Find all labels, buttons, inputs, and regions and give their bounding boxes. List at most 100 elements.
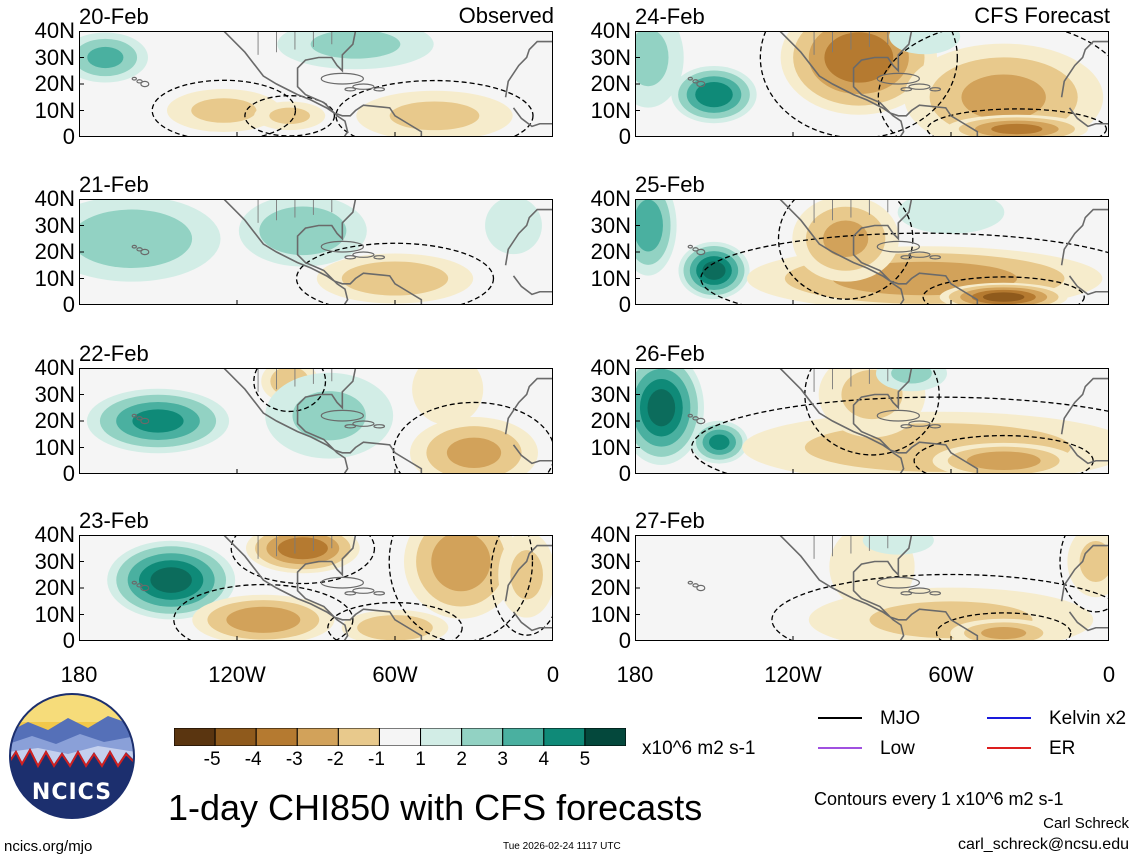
observed-label: Observed: [458, 3, 554, 28]
coastline: [1060, 40, 1109, 128]
y-tick-label: 30N: [590, 381, 631, 407]
anomaly-contour: [635, 199, 663, 252]
y-tick-label: 40N: [590, 186, 631, 211]
y-tick-label: 0: [618, 461, 631, 486]
island: [876, 409, 921, 422]
anomaly-contour: [824, 32, 894, 83]
island: [140, 584, 150, 592]
mjo-contour: [490, 535, 553, 636]
colorbar-swatch: [461, 727, 504, 747]
mjo-contour: [691, 396, 1109, 474]
timestamp: Tue 2026-02-24 1117 UTC: [503, 841, 621, 852]
y-tick-label: 40N: [590, 18, 631, 43]
island: [908, 251, 931, 258]
mjo-contour: [926, 108, 1107, 137]
y-tick-label: 20N: [34, 71, 75, 96]
mjo-contour: [777, 199, 914, 300]
x-tick-label: 120W: [764, 662, 822, 687]
y-tick-label: 10N: [34, 434, 75, 460]
mjo-contour: [700, 232, 1109, 305]
island: [687, 244, 694, 249]
coastline: [223, 535, 423, 641]
map-panel-21-feb: [79, 199, 553, 305]
anomaly-contour: [889, 31, 961, 55]
y-tick-label: 30N: [34, 44, 75, 70]
island: [687, 76, 694, 81]
y-tick-label: 40N: [590, 355, 631, 380]
island: [352, 83, 375, 90]
island: [320, 240, 365, 253]
anomaly-contour: [132, 409, 184, 433]
anomaly-contour: [310, 31, 401, 59]
map-panel-26-feb: [635, 368, 1109, 474]
anomaly-contour: [991, 123, 1043, 135]
y-tick-label: 20N: [34, 575, 75, 600]
mjo-contour: [877, 31, 1109, 137]
colorbar-label: 5: [579, 749, 591, 770]
y-tick-label: 40N: [34, 18, 75, 43]
island: [140, 80, 150, 88]
y-tick-label: 40N: [590, 522, 631, 547]
legend-line-kelvin-x2: [987, 717, 1031, 719]
y-tick-label: 20N: [590, 408, 631, 433]
map-canvas: [79, 31, 553, 137]
map-canvas: [635, 535, 1109, 641]
mjo-contour: [922, 276, 1085, 305]
y-tick-label: 40N: [34, 186, 75, 211]
panel-date: 25-Feb: [635, 172, 705, 197]
anomaly-contour: [79, 209, 193, 268]
y-tick-label: 10N: [34, 265, 75, 291]
island: [352, 587, 375, 594]
panel-date: 21-Feb: [79, 172, 149, 197]
panel-date: 27-Feb: [635, 508, 705, 533]
anomaly-contour: [862, 535, 934, 555]
colorbar-units: x10^6 m2 s-1: [642, 738, 756, 759]
x-tick-label: 180: [616, 662, 654, 687]
legend-label: MJO: [880, 708, 921, 729]
colorbar-label: 2: [456, 749, 467, 770]
anomaly-contour: [702, 261, 726, 280]
legend-label: Kelvin x2: [1049, 708, 1127, 729]
island: [900, 87, 913, 92]
island: [136, 416, 143, 421]
anomaly-contour: [226, 606, 301, 633]
y-tick-label: 0: [62, 292, 75, 317]
island: [876, 240, 921, 253]
author-name: Carl Schreck: [1043, 815, 1129, 832]
legend-line-mjo: [818, 717, 862, 719]
island: [131, 580, 138, 585]
island: [131, 244, 138, 249]
anomaly-contour: [87, 46, 124, 69]
y-tick-label: 0: [62, 124, 75, 149]
anomaly-contour: [485, 199, 542, 255]
island: [140, 417, 150, 425]
map-canvas: [635, 368, 1109, 474]
y-tick-label: 10N: [590, 97, 631, 123]
island: [692, 79, 699, 84]
y-tick-label: 20N: [590, 239, 631, 264]
island: [908, 83, 931, 90]
anomaly-contour: [897, 199, 1005, 234]
colorbar-swatch: [255, 727, 298, 747]
map-canvas: [79, 199, 553, 305]
anomaly-contour: [357, 615, 433, 641]
anomaly-contour: [709, 434, 730, 450]
mjo-contour: [392, 401, 553, 474]
colorbar-swatch: [214, 727, 257, 747]
island: [373, 255, 386, 260]
coastline: [223, 368, 423, 474]
island: [136, 247, 143, 252]
island: [687, 413, 694, 418]
y-tick-label: 10N: [590, 434, 631, 460]
coastline: [1060, 544, 1109, 632]
colorbar-label: -2: [326, 749, 344, 770]
logo-graphic: [9, 693, 135, 819]
coastline: [779, 368, 979, 474]
map-canvas: [79, 535, 553, 641]
x-tick-label: 60W: [372, 662, 418, 687]
mjo-contour: [151, 79, 297, 137]
anomaly-contour: [635, 31, 669, 87]
coastline: [1060, 377, 1109, 465]
y-tick-label: 40N: [34, 355, 75, 380]
y-tick-label: 10N: [34, 97, 75, 123]
